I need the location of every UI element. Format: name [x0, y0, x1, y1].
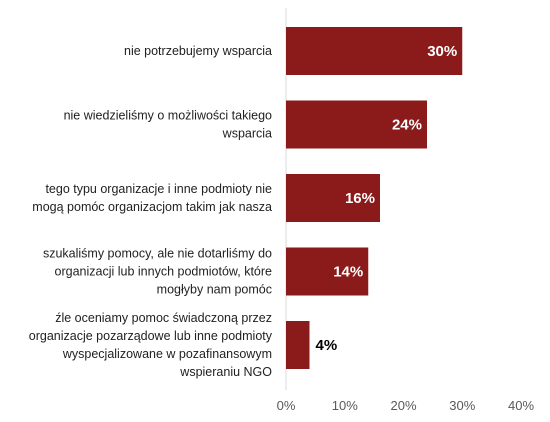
bar-1: [286, 100, 427, 149]
value-labels-group: 30% 24% 16% 14% 4%: [316, 43, 458, 354]
category-label-3-line-1: organizacji lub innych podmiotów, które: [55, 265, 273, 279]
value-label-0: 30%: [427, 43, 457, 60]
x-tick-label-3: 30%: [449, 398, 475, 413]
bar-3: [286, 247, 369, 296]
bars-group: [286, 27, 463, 369]
category-label-1-line-1: wsparcia: [222, 127, 272, 141]
bar-2: [286, 174, 380, 222]
category-label-4-line-3: wspieraniu NGO: [179, 365, 272, 379]
bar-0: [286, 27, 463, 75]
category-label-4-line-0: źle oceniamy pomoc świadczoną przez: [55, 311, 272, 325]
category-label-0-line-0: nie potrzebujemy wsparcia: [124, 44, 272, 58]
x-tick-labels-group: 0% 10% 20% 30% 40%: [277, 398, 535, 413]
value-label-2: 16%: [345, 190, 375, 207]
value-label-4: 4%: [316, 337, 338, 354]
category-label-4-line-1: organizacje pozarządowe lub inne podmiot…: [29, 329, 273, 343]
bar-4: [286, 321, 310, 369]
category-label-3-line-2: mogłyby nam pomóc: [157, 283, 272, 297]
x-tick-label-0: 0%: [277, 398, 296, 413]
category-label-3-line-0: szukaliśmy pomocy, ale nie dotarliśmy do: [43, 247, 272, 261]
category-label-4-line-2: wyspecjalizowane w pozafinansowym: [62, 347, 272, 361]
value-label-1: 24%: [392, 117, 422, 134]
value-label-3: 14%: [333, 264, 363, 281]
x-tick-label-2: 20%: [390, 398, 416, 413]
category-labels-group: nie potrzebujemy wsparcia nie wiedzieliśm…: [29, 44, 273, 379]
category-label-2-line-0: tego typu organizacje i inne podmioty ni…: [45, 182, 272, 196]
x-tick-label-4: 40%: [508, 398, 534, 413]
x-tick-label-1: 10%: [332, 398, 358, 413]
category-label-1-line-0: nie wiedzieliśmy o możliwości takiego: [64, 109, 272, 123]
category-label-2-line-1: mogą pomóc organizacjom takim jak nasza: [32, 200, 272, 214]
